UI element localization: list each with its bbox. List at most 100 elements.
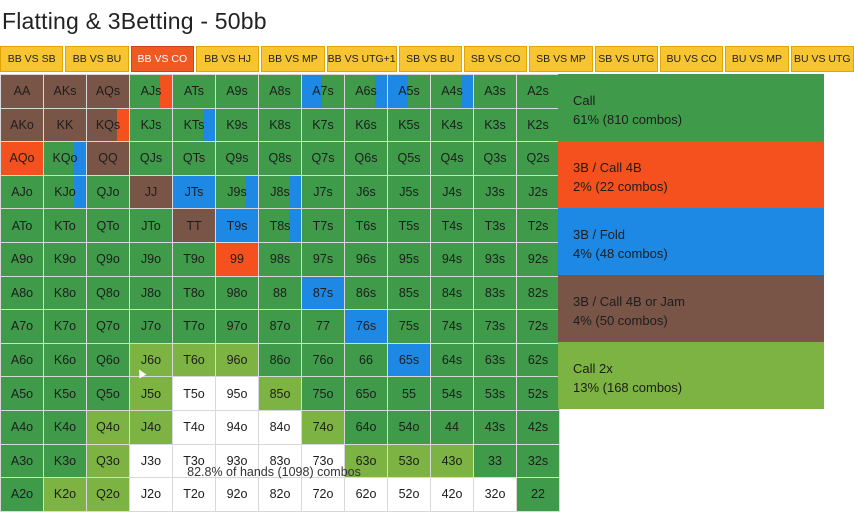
hand-cell-j2o[interactable]: J2o [130, 478, 172, 511]
hand-cell-42o[interactable]: 42o [431, 478, 473, 511]
hand-cell-75o[interactable]: 75o [302, 377, 344, 410]
hand-cell-t4o[interactable]: T4o [173, 410, 215, 444]
hand-cell-k9o[interactable]: K9o [44, 242, 86, 276]
hand-cell-44[interactable]: 44 [431, 410, 473, 444]
hand-cell-q7s[interactable]: Q7s [302, 142, 344, 175]
hand-cell-j5s[interactable]: J5s [388, 175, 430, 209]
hand-cell-a3o[interactable]: A3o [1, 444, 43, 478]
hand-cell-83s[interactable]: 83s [474, 276, 516, 310]
hand-cell-93s[interactable]: 93s [474, 242, 516, 276]
hand-cell-a9s[interactable]: A9s [216, 75, 258, 108]
hand-cell-j2s[interactable]: J2s [517, 175, 559, 209]
tab-sb-vs-bu[interactable]: SB VS BU [398, 46, 462, 72]
hand-cell-qts[interactable]: QTs [173, 142, 215, 175]
hand-cell-q7o[interactable]: Q7o [87, 310, 129, 343]
hand-cell-a4o[interactable]: A4o [1, 410, 43, 444]
hand-cell-77[interactable]: 77 [302, 310, 344, 343]
hand-cell-54o[interactable]: 54o [388, 410, 430, 444]
hand-cell-a7s[interactable]: A7s [302, 75, 344, 108]
hand-cell-74s[interactable]: 74s [431, 310, 473, 343]
tab-bu-vs-mp[interactable]: BU VS MP [725, 46, 789, 72]
hand-cell-43o[interactable]: 43o [431, 444, 473, 478]
hand-cell-95s[interactable]: 95s [388, 242, 430, 276]
hand-cell-54s[interactable]: 54s [431, 377, 473, 410]
hand-cell-tt[interactable]: TT [173, 209, 215, 242]
hand-cell-85o[interactable]: 85o [259, 377, 301, 410]
hand-cell-t5s[interactable]: T5s [388, 209, 430, 242]
hand-cell-t9o[interactable]: T9o [173, 242, 215, 276]
hand-cell-73o[interactable]: 73o [302, 444, 344, 478]
hand-cell-j6s[interactable]: J6s [345, 175, 387, 209]
hand-cell-87o[interactable]: 87o [259, 310, 301, 343]
hand-cell-43s[interactable]: 43s [474, 410, 516, 444]
hand-cell-kk[interactable]: KK [44, 108, 86, 142]
hand-cell-aks[interactable]: AKs [44, 75, 86, 108]
hand-cell-a4s[interactable]: A4s [431, 75, 473, 108]
hand-cell-96o[interactable]: 96o [216, 343, 258, 377]
hand-cell-q4o[interactable]: Q4o [87, 410, 129, 444]
hand-cell-j4o[interactable]: J4o [130, 410, 172, 444]
hand-cell-qjo[interactable]: QJo [87, 175, 129, 209]
hand-cell-t7s[interactable]: T7s [302, 209, 344, 242]
hand-cell-32o[interactable]: 32o [474, 478, 516, 511]
hand-cell-42s[interactable]: 42s [517, 410, 559, 444]
tab-bb-vs-bu[interactable]: BB VS BU [65, 46, 129, 72]
hand-cell-q9s[interactable]: Q9s [216, 142, 258, 175]
hand-cell-k5s[interactable]: K5s [388, 108, 430, 142]
hand-cell-33[interactable]: 33 [474, 444, 516, 478]
hand-cell-a6s[interactable]: A6s [345, 75, 387, 108]
hand-cell-j7o[interactable]: J7o [130, 310, 172, 343]
hand-cell-aa[interactable]: AA [1, 75, 43, 108]
hand-cell-a5s[interactable]: A5s [388, 75, 430, 108]
hand-cell-64s[interactable]: 64s [431, 343, 473, 377]
hand-cell-k8s[interactable]: K8s [259, 108, 301, 142]
hand-cell-92o[interactable]: 92o [216, 478, 258, 511]
hand-cell-k7o[interactable]: K7o [44, 310, 86, 343]
hand-cell-j9s[interactable]: J9s [216, 175, 258, 209]
hand-cell-96s[interactable]: 96s [345, 242, 387, 276]
hand-cell-qq[interactable]: QQ [87, 142, 129, 175]
hand-cell-82o[interactable]: 82o [259, 478, 301, 511]
hand-cell-a9o[interactable]: A9o [1, 242, 43, 276]
hand-cell-22[interactable]: 22 [517, 478, 559, 511]
hand-cell-k7s[interactable]: K7s [302, 108, 344, 142]
hand-cell-aqs[interactable]: AQs [87, 75, 129, 108]
hand-cell-qjs[interactable]: QJs [130, 142, 172, 175]
hand-cell-85s[interactable]: 85s [388, 276, 430, 310]
hand-cell-q6s[interactable]: Q6s [345, 142, 387, 175]
hand-cell-63s[interactable]: 63s [474, 343, 516, 377]
hand-cell-q8s[interactable]: Q8s [259, 142, 301, 175]
hand-cell-k4o[interactable]: K4o [44, 410, 86, 444]
hand-cell-t6o[interactable]: T6o [173, 343, 215, 377]
hand-cell-ajs[interactable]: AJs [130, 75, 172, 108]
tab-bu-vs-utg[interactable]: BU VS UTG [790, 46, 854, 72]
hand-cell-a2s[interactable]: A2s [517, 75, 559, 108]
hand-cell-k2s[interactable]: K2s [517, 108, 559, 142]
hand-cell-a7o[interactable]: A7o [1, 310, 43, 343]
hand-cell-j8o[interactable]: J8o [130, 276, 172, 310]
hand-cell-k2o[interactable]: K2o [44, 478, 86, 511]
hand-cell-94o[interactable]: 94o [216, 410, 258, 444]
hand-cell-a5o[interactable]: A5o [1, 377, 43, 410]
tab-bb-vs-sb[interactable]: BB VS SB [0, 46, 64, 72]
hand-cell-75s[interactable]: 75s [388, 310, 430, 343]
hand-cell-76o[interactable]: 76o [302, 343, 344, 377]
tab-bb-vs-utg-1[interactable]: BB VS UTG+1 [326, 46, 397, 72]
hand-cell-t3s[interactable]: T3s [474, 209, 516, 242]
hand-cell-83o[interactable]: 83o [259, 444, 301, 478]
hand-cell-74o[interactable]: 74o [302, 410, 344, 444]
hand-cell-98o[interactable]: 98o [216, 276, 258, 310]
hand-cell-32s[interactable]: 32s [517, 444, 559, 478]
hand-cell-t2s[interactable]: T2s [517, 209, 559, 242]
hand-cell-a3s[interactable]: A3s [474, 75, 516, 108]
hand-cell-j7s[interactable]: J7s [302, 175, 344, 209]
hand-cell-k4s[interactable]: K4s [431, 108, 473, 142]
hand-cell-84s[interactable]: 84s [431, 276, 473, 310]
tab-sb-vs-utg[interactable]: SB VS UTG [594, 46, 658, 72]
hand-cell-t8o[interactable]: T8o [173, 276, 215, 310]
hand-cell-aqo[interactable]: AQo [1, 142, 43, 175]
hand-cell-53o[interactable]: 53o [388, 444, 430, 478]
hand-cell-j8s[interactable]: J8s [259, 175, 301, 209]
hand-cell-86s[interactable]: 86s [345, 276, 387, 310]
hand-cell-jj[interactable]: JJ [130, 175, 172, 209]
